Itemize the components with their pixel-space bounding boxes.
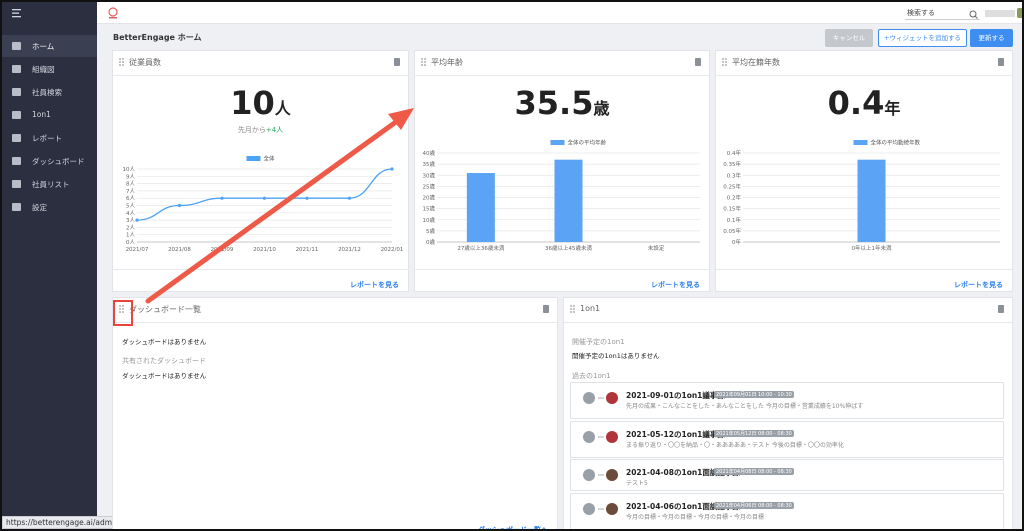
empty-text: 開催予定の1on1はありません bbox=[572, 352, 660, 360]
nav-item[interactable]: レポート bbox=[2, 127, 97, 149]
meeting-summary: テスト5 bbox=[626, 480, 648, 487]
nav-item[interactable]: ホーム bbox=[2, 35, 97, 57]
card-footer-line bbox=[715, 269, 1013, 270]
nav-icon bbox=[12, 157, 21, 165]
note-text: 先月から bbox=[237, 126, 266, 134]
meeting-date: 2021年04月08日 08:00 - 08:30 bbox=[714, 468, 794, 475]
note-delta: +4人 bbox=[265, 126, 284, 134]
nav-icon bbox=[12, 180, 21, 188]
card-header-line bbox=[715, 75, 1013, 76]
meeting-title: 2021-04-06の1on1面談議事録 bbox=[626, 502, 740, 511]
nav-label: レポート bbox=[32, 134, 62, 143]
stat: 35.5歳 bbox=[414, 84, 710, 122]
card-title: 従業員数 bbox=[129, 58, 161, 67]
card-link[interactable]: レポートを見る bbox=[350, 281, 399, 289]
topbar: 検索する bbox=[97, 2, 1022, 24]
user-name[interactable] bbox=[985, 10, 1015, 17]
nav-item[interactable]: 組織図 bbox=[2, 58, 97, 80]
stat-unit: 歳 bbox=[593, 99, 610, 118]
nav-label: 設定 bbox=[32, 203, 47, 212]
delete-icon[interactable] bbox=[695, 58, 701, 66]
sidebar: ホーム組織図社員検索 1on1 レポートダッシュボード 社員リスト設定 bbox=[2, 2, 97, 529]
nav-item[interactable]: ダッシュボード bbox=[2, 150, 97, 172]
card-title: 平均年齢 bbox=[431, 58, 463, 67]
nav-label: 社員検索 bbox=[32, 88, 62, 97]
card-footer-line bbox=[414, 269, 710, 270]
meeting-summary: 先月の成果・こんなことをした・あんなことをした 今月の目標・営業成績を10%伸ば… bbox=[626, 403, 864, 410]
page-title: BetterEngage ホーム bbox=[113, 33, 202, 42]
delete-icon[interactable] bbox=[394, 58, 400, 66]
card-link[interactable]: レポートを見る bbox=[954, 281, 1003, 289]
card-header-line bbox=[112, 322, 558, 323]
meeting-summary: 今月の目標・今月の目標・今月の目標・今月の目標 bbox=[626, 514, 765, 521]
nav-label: ダッシュボード bbox=[32, 157, 85, 166]
user-avatar[interactable] bbox=[1017, 8, 1022, 18]
meeting-title: 2021-04-08の1on1面談議事録 bbox=[626, 468, 740, 477]
stat-unit: 年 bbox=[884, 99, 901, 118]
menu-icon[interactable] bbox=[12, 8, 24, 18]
meeting-item[interactable] bbox=[570, 421, 1004, 458]
nav-item[interactable]: 社員リスト bbox=[2, 173, 97, 195]
delete-icon[interactable] bbox=[543, 305, 549, 313]
meeting-item[interactable] bbox=[570, 382, 1004, 419]
nav-label: 組織図 bbox=[32, 65, 55, 74]
stat-value: 0.4 bbox=[827, 84, 885, 122]
delete-icon[interactable] bbox=[998, 58, 1004, 66]
empty-text: ダッシュボードはありません bbox=[122, 338, 207, 346]
stat: 0.4年 bbox=[715, 84, 1013, 122]
stat-note: 先月から+4人 bbox=[112, 125, 409, 135]
section-heading: 共有されたダッシュボード bbox=[122, 357, 206, 365]
nav-item[interactable]: 設定 bbox=[2, 196, 97, 218]
section-heading: 過去の1on1 bbox=[572, 372, 611, 380]
delete-icon[interactable] bbox=[998, 305, 1004, 313]
nav-icon bbox=[12, 65, 21, 73]
card-title: 1on1 bbox=[580, 304, 601, 313]
nav-item[interactable]: 社員検索 bbox=[2, 81, 97, 103]
meeting-date: 2021年05月12日 08:00 - 08:30 bbox=[714, 430, 794, 437]
logo bbox=[108, 7, 118, 19]
card-link[interactable]: レポートを見る bbox=[651, 281, 700, 289]
stat-value: 10 bbox=[230, 84, 275, 122]
meeting-date: 2021年04月06日 08:00 - 08:30 bbox=[714, 502, 794, 509]
card-link[interactable]: ダッシュボード一覧へ bbox=[478, 526, 548, 531]
meeting-title: 2021-09-01の1on1議事録 bbox=[626, 391, 725, 400]
stat: 10人 bbox=[112, 84, 409, 122]
meeting-item[interactable] bbox=[570, 459, 1004, 491]
nav-label: 社員リスト bbox=[32, 180, 70, 189]
save-button[interactable]: 更新する bbox=[970, 29, 1013, 47]
search-input[interactable]: 検索する bbox=[905, 8, 980, 20]
meeting-item[interactable] bbox=[570, 493, 1004, 529]
search-icon[interactable] bbox=[969, 10, 978, 19]
card-title: ダッシュボード一覧 bbox=[129, 305, 201, 314]
meeting-summary: まる振り返り・〇〇を納品・〇・あああああ・テスト 今後の目標・〇〇の効率化 bbox=[626, 442, 844, 449]
card-footer-line bbox=[112, 269, 409, 270]
card-header-line bbox=[112, 75, 409, 76]
nav-icon bbox=[12, 111, 21, 119]
meeting-title: 2021-05-12の1on1議事録 bbox=[626, 430, 725, 439]
nav-icon bbox=[12, 134, 21, 142]
nav-label: ホーム bbox=[32, 42, 55, 51]
card-header-line bbox=[563, 322, 1013, 323]
empty-text: ダッシュボードはありません bbox=[122, 372, 207, 380]
widget-card bbox=[112, 297, 558, 529]
nav-item[interactable]: 1on1 bbox=[2, 104, 97, 126]
meeting-date: 2021年09月01日 10:00 - 10:30 bbox=[714, 391, 794, 398]
nav-icon bbox=[12, 203, 21, 211]
add-widget-button[interactable]: +ウィジェットを追加する bbox=[878, 29, 967, 47]
nav-icon bbox=[12, 42, 21, 50]
stat-unit: 人 bbox=[274, 99, 291, 118]
stat-value: 35.5 bbox=[514, 84, 594, 122]
card-title: 平均在籍年数 bbox=[732, 58, 780, 67]
section-heading: 開催予定の1on1 bbox=[572, 338, 625, 346]
card-header-line bbox=[414, 75, 710, 76]
nav-icon bbox=[12, 88, 21, 96]
nav-label: 1on1 bbox=[32, 110, 51, 119]
cancel-button[interactable]: キャンセル bbox=[825, 29, 873, 47]
